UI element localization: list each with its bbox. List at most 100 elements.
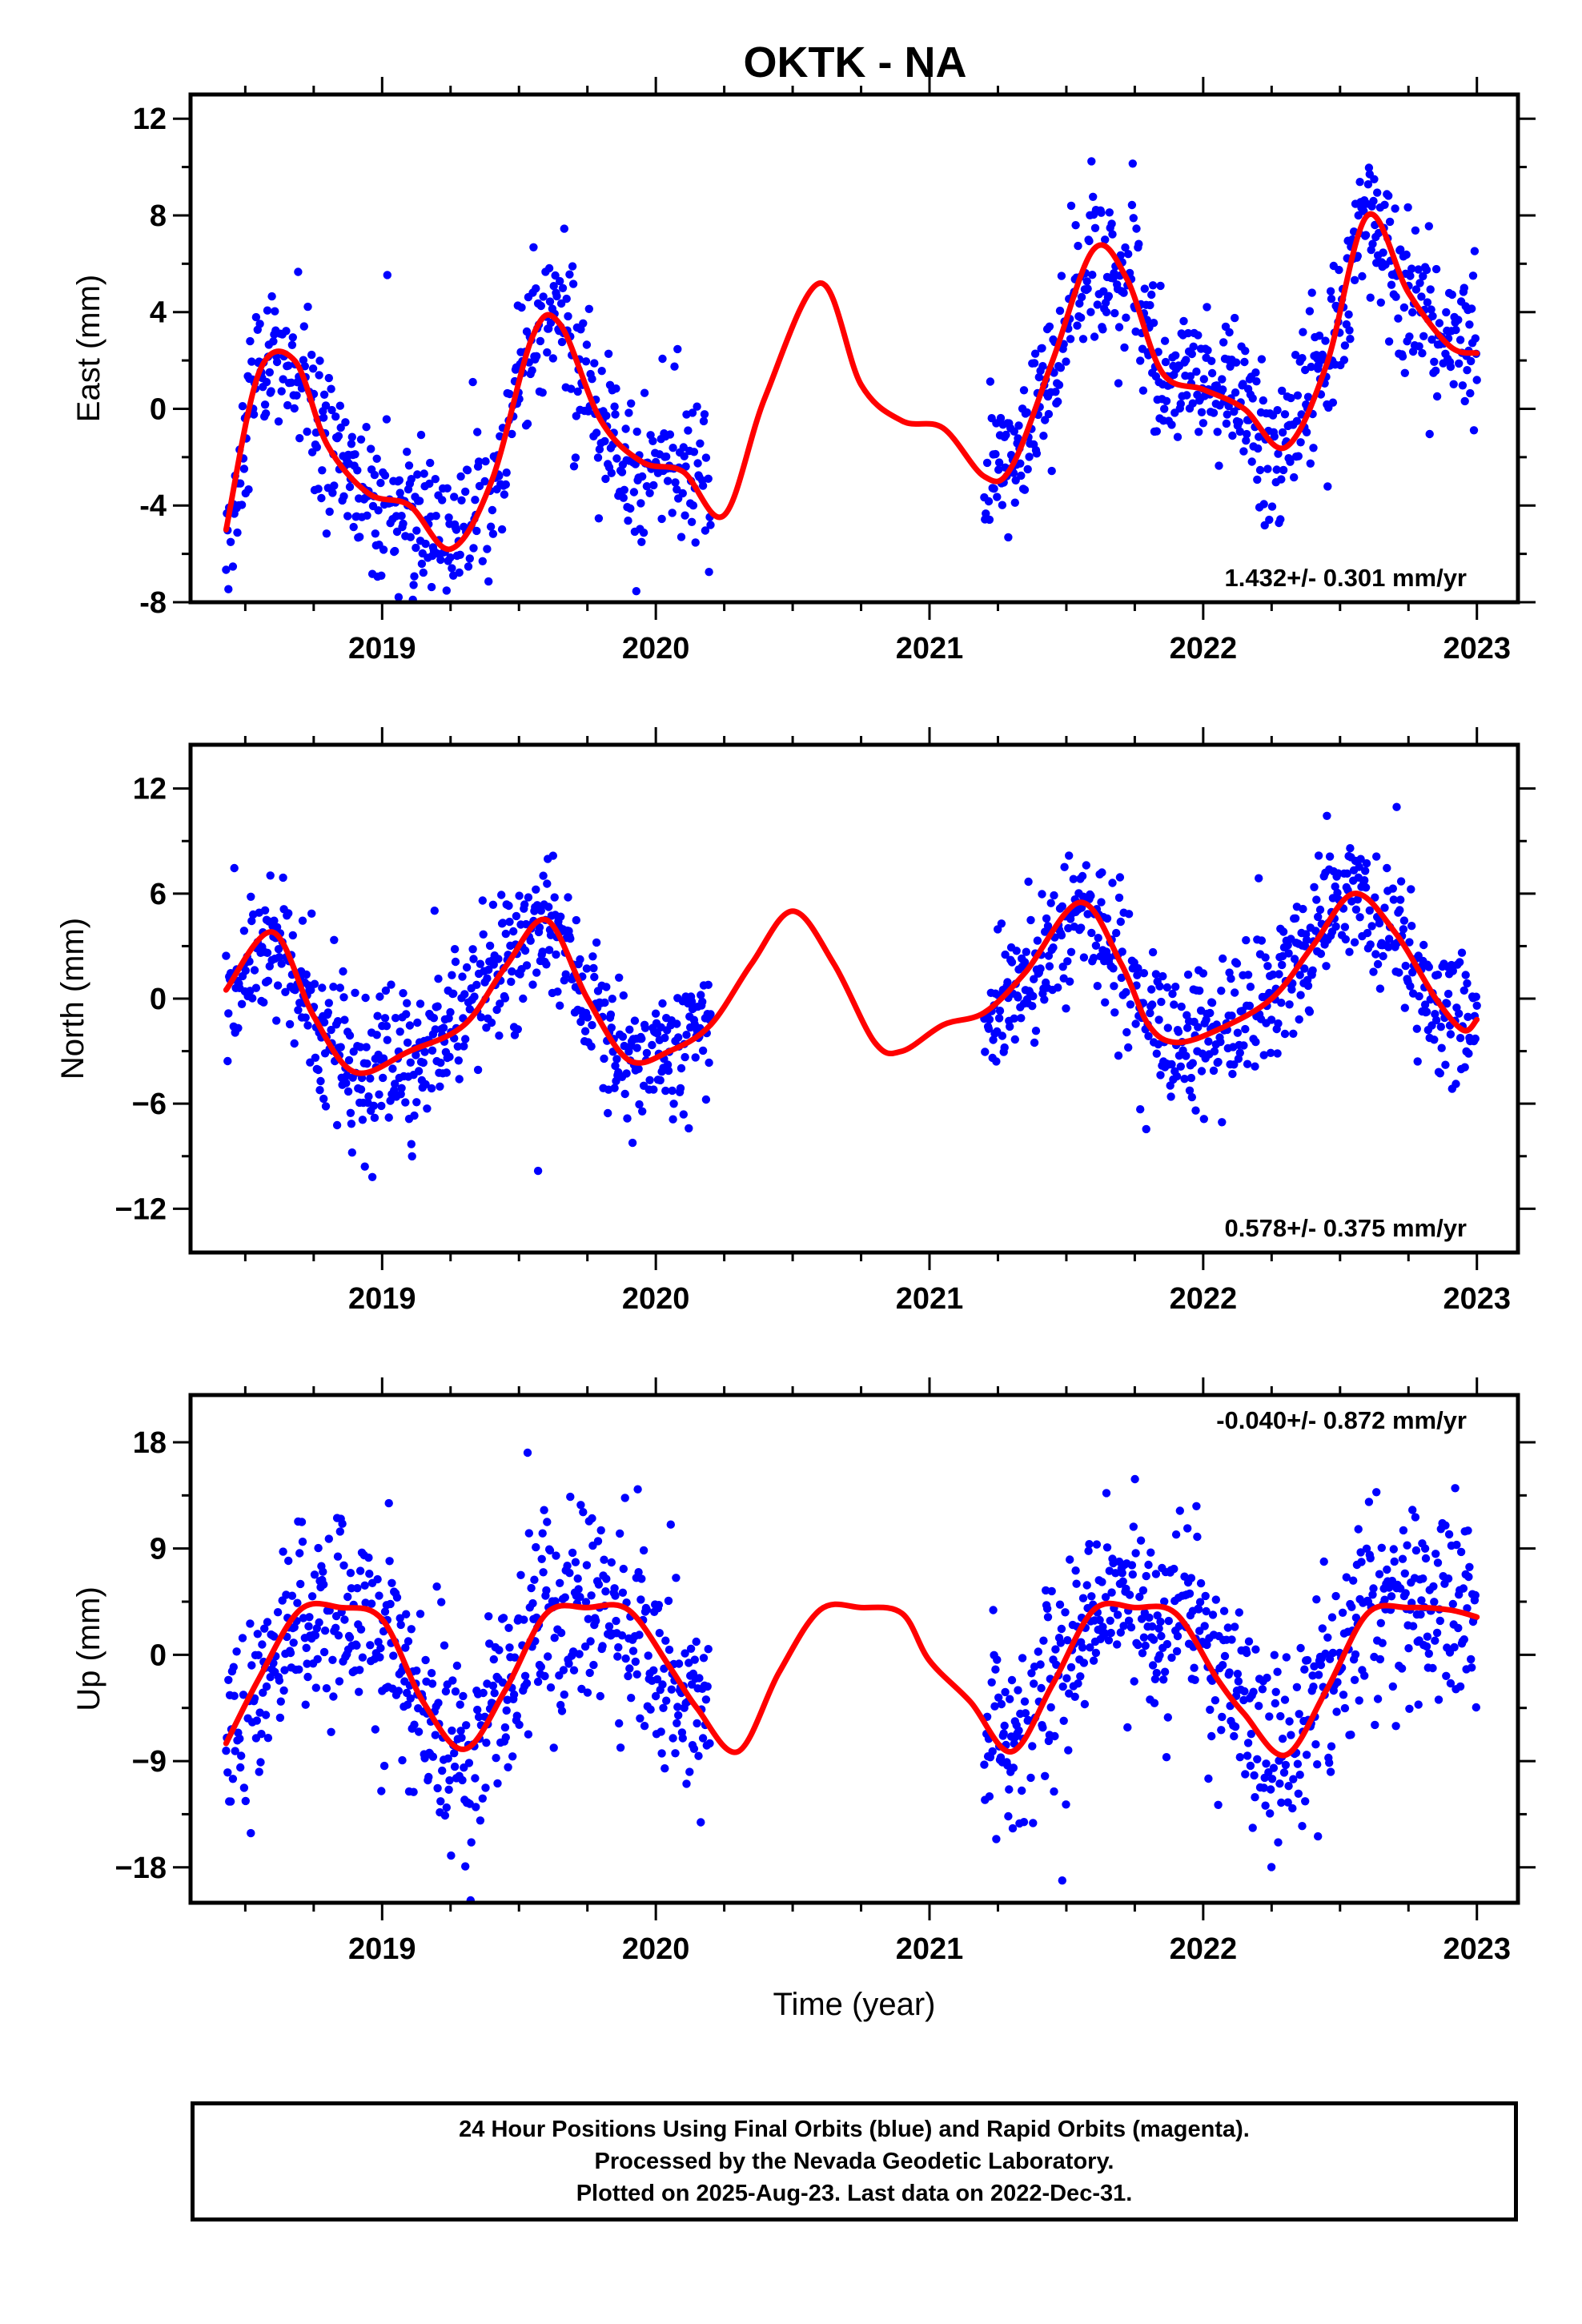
data-point (568, 262, 577, 271)
data-point (527, 1583, 536, 1593)
data-point (701, 526, 710, 535)
data-point (384, 1113, 393, 1122)
data-point (544, 903, 553, 911)
data-point (663, 1060, 673, 1069)
data-point (478, 557, 487, 565)
data-point (661, 1033, 669, 1043)
data-point (460, 1042, 468, 1051)
data-point (412, 543, 420, 553)
data-point (1460, 1063, 1469, 1072)
data-point (648, 436, 657, 445)
data-point (579, 1508, 588, 1517)
data-point (990, 485, 998, 493)
data-point (1185, 1086, 1195, 1096)
data-point (1398, 1554, 1407, 1563)
data-point (1012, 947, 1021, 955)
data-point (1195, 428, 1203, 436)
data-point (319, 1580, 328, 1589)
data-point (634, 1568, 643, 1577)
data-point (615, 973, 624, 983)
data-point (621, 1654, 630, 1663)
data-point (594, 514, 604, 523)
data-point (344, 1055, 354, 1065)
data-point (1025, 452, 1034, 461)
data-point (1146, 300, 1154, 310)
data-point (1108, 230, 1117, 239)
data-point (364, 1553, 373, 1562)
data-point (1334, 869, 1343, 878)
data-point (1201, 1591, 1210, 1601)
data-point (331, 1623, 340, 1633)
data-point (384, 1498, 393, 1508)
data-point (610, 402, 619, 411)
data-point (447, 621, 455, 629)
data-point (1195, 986, 1204, 995)
data-point (377, 1787, 386, 1795)
data-point (982, 509, 990, 518)
data-point (1379, 951, 1387, 961)
data-point (1312, 1595, 1321, 1604)
data-point (1402, 250, 1411, 259)
data-point (292, 391, 301, 400)
data-point (619, 991, 628, 1000)
data-point (470, 992, 479, 1001)
data-point (307, 986, 315, 995)
data-point (1038, 1723, 1047, 1732)
data-point (367, 1599, 376, 1608)
data-point (273, 1608, 283, 1617)
data-point (1343, 869, 1351, 879)
data-point (1427, 305, 1435, 314)
y-tick-label: 12 (133, 773, 167, 806)
data-point (649, 1085, 658, 1094)
y-tick-label: 0 (150, 392, 167, 426)
data-point (1276, 1711, 1285, 1721)
data-point (395, 476, 404, 485)
data-point (689, 501, 698, 510)
data-point (1435, 1069, 1445, 1078)
data-point (1047, 1586, 1056, 1596)
data-point (529, 243, 538, 251)
data-point (244, 485, 253, 494)
data-point (1267, 1015, 1276, 1024)
data-point (1156, 281, 1165, 291)
data-point (573, 387, 582, 396)
data-point (424, 1772, 433, 1782)
data-point (509, 927, 518, 936)
data-point (624, 517, 632, 525)
data-point (532, 284, 540, 293)
data-point (1420, 1000, 1430, 1009)
data-point (495, 1031, 504, 1040)
data-point (1468, 1663, 1476, 1672)
data-point (1431, 366, 1440, 376)
data-point (456, 550, 464, 559)
data-point (473, 1065, 483, 1075)
data-point (699, 416, 709, 426)
data-point (1042, 1604, 1052, 1614)
data-point (325, 507, 334, 517)
data-point (440, 1641, 449, 1650)
data-point (1465, 1562, 1474, 1572)
y-tick-label: 0 (150, 1638, 167, 1672)
data-point (507, 977, 516, 987)
data-point (1464, 1526, 1472, 1535)
data-point (1251, 368, 1260, 377)
data-point (561, 970, 570, 979)
data-point (293, 1598, 302, 1607)
data-point (1452, 1540, 1461, 1550)
data-point (1283, 1798, 1292, 1807)
data-point (610, 1584, 619, 1593)
data-point (1414, 265, 1423, 274)
x-tick-label: 2020 (622, 1282, 690, 1316)
data-point (1250, 1771, 1259, 1780)
data-point (1058, 1682, 1067, 1691)
data-point (370, 1113, 379, 1123)
data-point (363, 1059, 371, 1068)
data-point (295, 434, 304, 443)
data-point (351, 450, 359, 459)
data-point (1073, 321, 1082, 330)
data-point (1420, 1544, 1430, 1553)
data-point (1293, 391, 1303, 400)
data-point (279, 375, 287, 384)
data-point (355, 1566, 365, 1575)
